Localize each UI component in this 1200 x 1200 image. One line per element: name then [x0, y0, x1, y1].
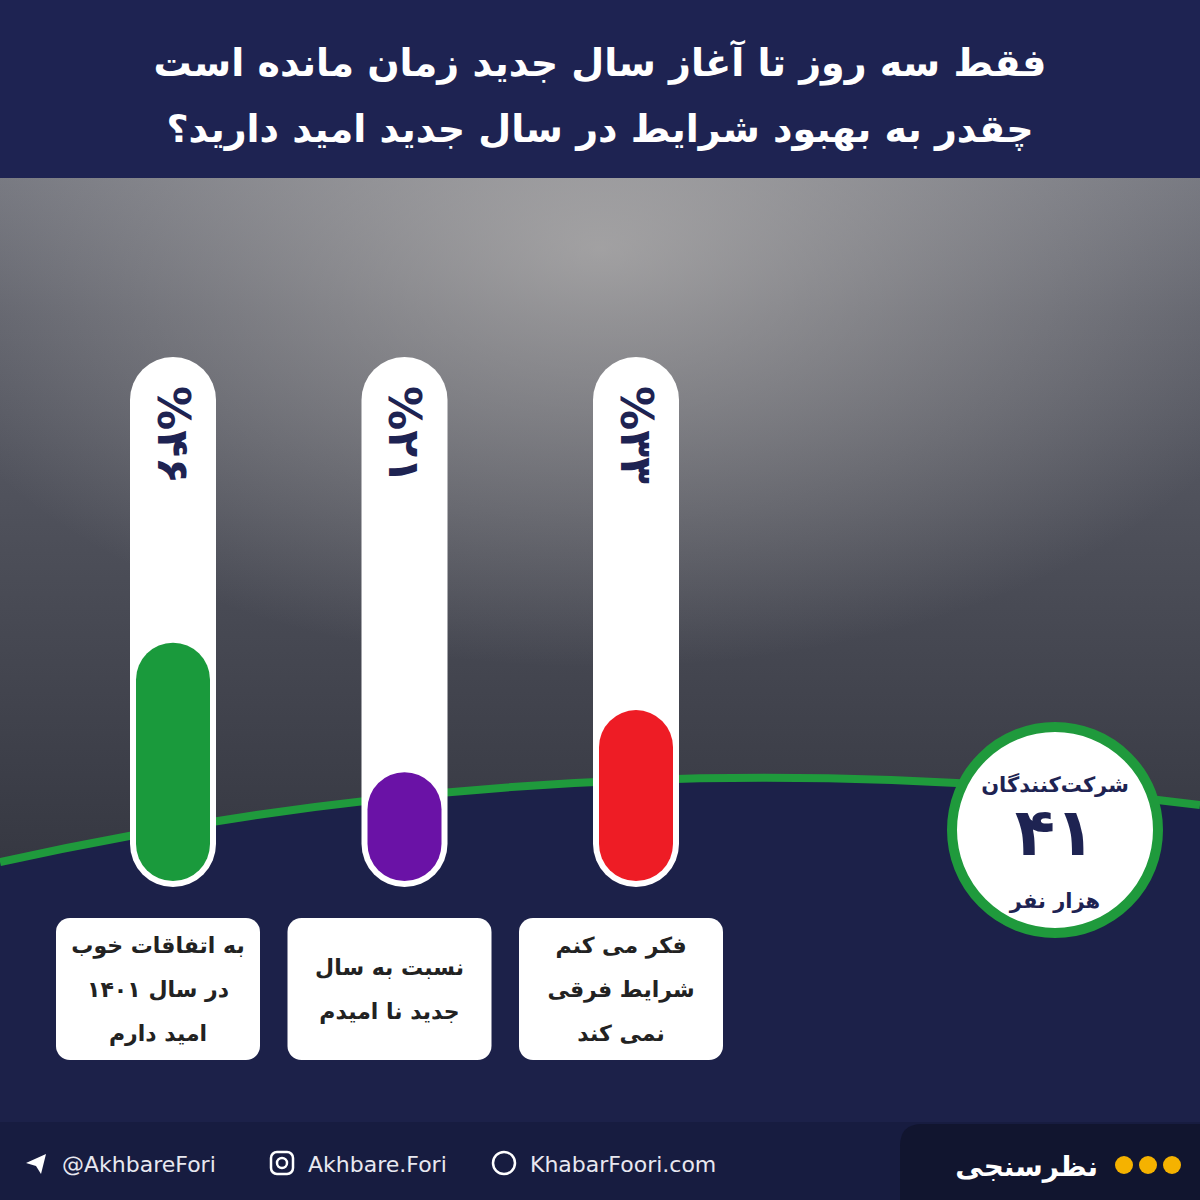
canvas: فقط سه روز تا آغاز سال جدید زمان مانده ا…	[0, 0, 1200, 1200]
category-line: در سال ۱۴۰۱	[87, 977, 229, 1002]
category-labels: به اتفاقات خوب در سال ۱۴۰۱ امید دارم نسبت ب…	[56, 918, 723, 1060]
data-label: %۲۱	[379, 386, 430, 484]
footer-link: KhabarFoori.com	[530, 1152, 716, 1177]
y-axis	[128, 364, 129, 882]
annotation: هزار نفر	[1009, 889, 1100, 913]
track	[130, 357, 216, 887]
label-box	[56, 918, 260, 1060]
category-label: نسبت به سال جدید نا امیدم	[315, 955, 464, 1024]
category-line: جدید نا امیدم	[319, 999, 459, 1024]
participants: شرکت‌کنندگان۴۱هزار نفر	[952, 727, 1158, 933]
label-box	[288, 918, 492, 1060]
category-label: به اتفاقات خوب در سال ۱۴۰۱ امید دارم	[71, 933, 244, 1046]
instagram-icon	[271, 1152, 293, 1174]
category-line: فکر می کنم	[555, 933, 686, 959]
footer-bar	[0, 1122, 1200, 1200]
category-line: شرایط فرقی	[547, 977, 694, 1003]
title: فقط سه روز تا آغاز سال جدید زمان مانده ا…	[154, 39, 1047, 86]
telegram-icon	[26, 1154, 46, 1174]
y-axis-line	[128, 364, 129, 882]
footer-dot	[1163, 1156, 1181, 1174]
label-box	[519, 918, 723, 1060]
data-label: %۴۶	[148, 386, 199, 484]
participants-badge	[952, 727, 1158, 933]
bar	[368, 772, 442, 881]
web-icon	[493, 1152, 515, 1174]
category-line: نسبت به سال	[315, 955, 464, 980]
category-label: فکر می کنم شرایط فرقی نمی کند	[547, 933, 694, 1046]
annotation: ۴۱	[1015, 794, 1096, 871]
footer-dot	[1115, 1156, 1133, 1174]
footer-dot	[1139, 1156, 1157, 1174]
subtitle: چقدر به بهبود شرایط در سال جدید امید دار…	[166, 107, 1033, 151]
bar	[136, 643, 210, 881]
tracks	[130, 357, 679, 887]
footer-link: @AkhbareFori	[62, 1152, 216, 1177]
track	[593, 357, 679, 887]
category-line: نمی کند	[577, 1021, 664, 1046]
title-band	[0, 0, 1200, 178]
footer-section: نظرسنجی	[955, 1150, 1098, 1183]
track	[362, 357, 448, 887]
bar	[599, 710, 673, 881]
category-line: به اتفاقات خوب	[71, 933, 244, 959]
footer-tab	[900, 1124, 1200, 1200]
data-labels: %۴۶ %۲۱ %۳۳	[148, 386, 662, 484]
data-label: %۳۳	[611, 386, 662, 484]
bars	[136, 643, 673, 881]
footer-link: Akhbare.Fori	[308, 1152, 447, 1177]
instagram-icon	[277, 1158, 287, 1168]
category-line: امید دارم	[109, 1021, 207, 1046]
